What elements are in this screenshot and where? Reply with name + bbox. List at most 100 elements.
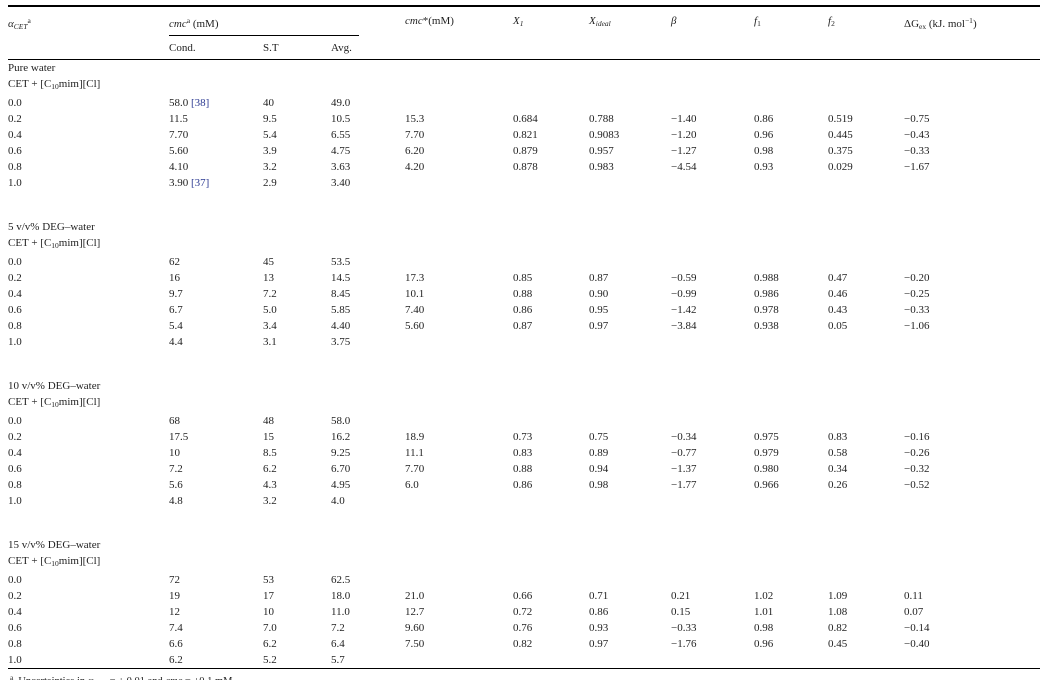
col-header-avg: Avg. [331,36,406,60]
table-cell: 0.98 [589,479,609,491]
table-cell: 6.0 [405,479,419,491]
table-cell: 16 [169,272,180,284]
table-cell: 0.58 [828,447,848,459]
table-cell: 0.0 [8,256,22,268]
table-cell: 0.6 [8,145,22,157]
table-cell [754,95,828,111]
table-cell: 0.821 [513,129,538,141]
table-cell: −0.99 [671,288,697,300]
table-cell: 5.85 [331,304,351,316]
table-cell: 68 [169,415,180,427]
table-cell: 1.0 [8,654,22,666]
table-cell: 0.43 [828,304,848,316]
col-header-x1: X1 [513,6,590,60]
table-cell [513,413,589,429]
cmc-group-label: cmca (mM) [169,13,359,36]
table-cell [671,95,754,111]
table-cell [828,334,904,350]
table-cell: 0.86 [513,304,533,316]
table-cell: −0.34 [671,431,697,443]
table-cell: 0.87 [513,320,533,332]
table-cell: 0.4 [8,288,22,300]
table-cell [904,175,1040,191]
table-cell: −0.75 [904,113,930,125]
table-cell: 11.1 [405,447,424,459]
table-cell: 3.9 [263,145,277,157]
table-cell: 5.0 [263,304,277,316]
table-cell: 0.0 [8,574,22,586]
table-cell: 0.966 [754,479,779,491]
table-cell: 0.978 [754,304,779,316]
table-cell: 0.4 [8,447,22,459]
table-cell [513,652,589,669]
col-header-dg-ex: ΔGex (kJ. mol−1) [904,6,1041,60]
section-system-label-row: CET + [C10mim][Cl] [8,76,1040,95]
table-cell: 0.86 [754,113,774,125]
table-cell: 5.60 [169,145,189,157]
table-cell [589,652,671,669]
citation-link[interactable]: [37] [191,177,210,189]
table-cell [754,572,828,588]
table-cell: 1.0 [8,177,22,189]
table-cell: 6.2 [169,654,183,666]
table-cell: 3.90 [37] [169,177,210,189]
table-cell: 0.05 [828,320,848,332]
citation-link[interactable]: [38] [191,97,210,109]
table-cell [589,493,671,509]
table-row: 0.0 58.0 [38] 40 49.0 [8,95,1040,111]
table-row: 0.4 12 10 11.0 12.7 0.72 0.86 0.15 1.01 1.08 0.07 [8,604,1040,620]
table-cell: −1.06 [904,320,930,332]
table-row: 0.8 5.4 3.4 4.40 5.60 0.87 0.97 −3.84 0.938 0.05 −… [8,318,1040,334]
table-cell [828,652,904,669]
col-header-f2: f2 [828,6,905,60]
table-cell [904,254,1040,270]
table-cell: 3.2 [263,161,277,173]
table-cell: −0.52 [904,479,930,491]
table-cell: 6.2 [263,638,277,650]
table-cell [589,413,671,429]
table-cell [671,652,754,669]
table-cell: 15 [263,431,274,443]
table-cell: 17 [263,590,274,602]
col-header-alpha-cet: αCETa [8,6,169,60]
table-cell: 0.95 [589,304,609,316]
table-cell: 0.2 [8,590,22,602]
table-cell: 6.55 [331,129,351,141]
table-cell: 5.4 [263,129,277,141]
table-row: 0.4 9.7 7.2 8.45 10.1 0.88 0.90 −0.99 0.986 0.46 −… [8,286,1040,302]
table-cell: 0.83 [513,447,533,459]
table-cell: 6.4 [331,638,345,650]
table-cell: 1.02 [754,590,774,602]
table-row: 0.4 7.70 5.4 6.55 7.70 0.821 0.9083 −1.20 0.96 0.… [8,127,1040,143]
table-cell: 0.445 [828,129,853,141]
table-cell [513,334,589,350]
table-cell: 0.46 [828,288,848,300]
section-spacer [8,350,1040,378]
table-cell: 0.979 [754,447,779,459]
section-system-label: CET + [C10mim][Cl] [8,396,101,409]
table-cell: −1.40 [671,113,697,125]
table-header: αCETa cmca (mM) cmc*(mM) X1 Xideal β f1 … [8,6,1041,60]
table-cell: 10.5 [331,113,351,125]
table-cell: 10.1 [405,288,425,300]
table-cell: −0.40 [904,638,930,650]
table-row: 0.6 6.7 5.0 5.85 7.40 0.86 0.95 −1.42 0.978 0.43 −… [8,302,1040,318]
table-row: 0.0 68 48 58.0 [8,413,1040,429]
table-cell: 0.97 [589,638,609,650]
table-cell: 0.788 [589,113,614,125]
table-cell: 7.2 [169,463,183,475]
table-cell: 0.6 [8,463,22,475]
table-cell: 0.029 [828,161,853,173]
table-cell: 0.4 [8,129,22,141]
table-cell: 0.71 [589,590,609,602]
table-cell [405,334,513,350]
section-system-label-row: CET + [C10mim][Cl] [8,235,1040,254]
table-cell: −0.14 [904,622,930,634]
table-cell: 1.0 [8,336,22,348]
table-cell: 0.75 [589,431,609,443]
table-cell: 0.88 [513,288,533,300]
table-body: Pure water CET + [C10mim][Cl] 0.0 58.0 [38]… [8,60,1040,669]
table-cell: −0.26 [904,447,930,459]
table-cell [589,175,671,191]
table-cell: 4.3 [263,479,277,491]
